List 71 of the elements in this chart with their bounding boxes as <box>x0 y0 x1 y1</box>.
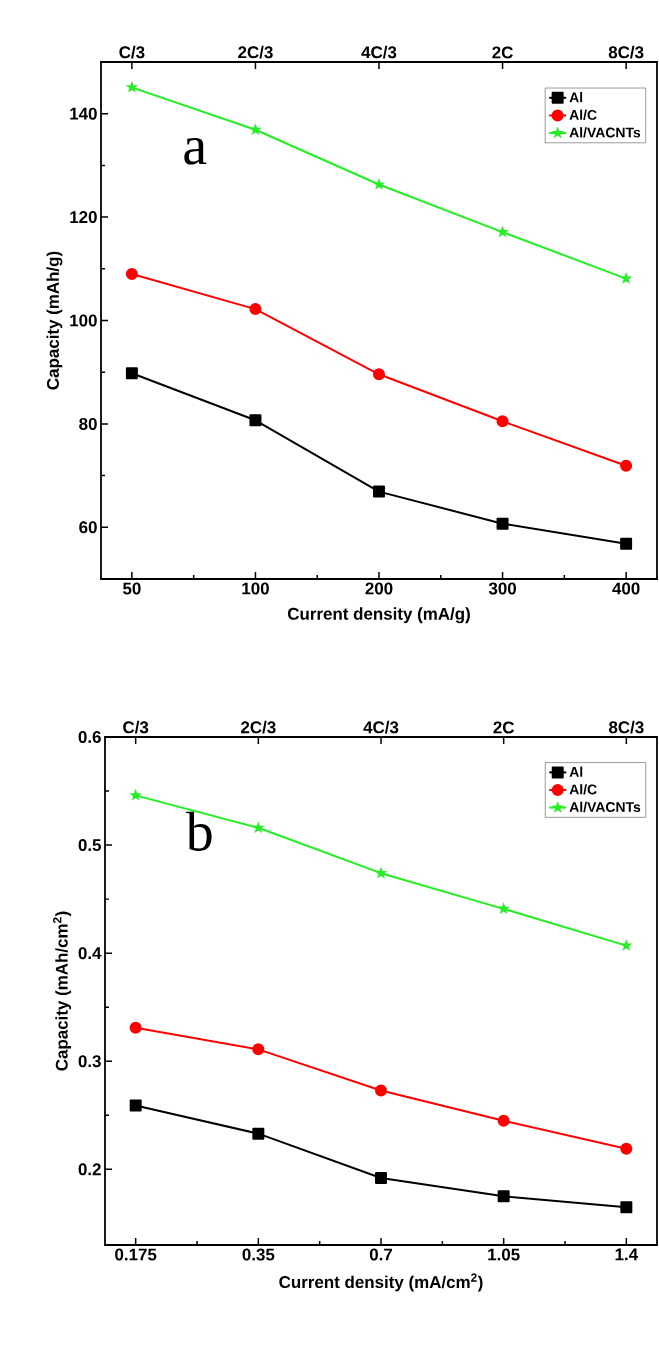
annotation: 2C/3 <box>238 45 273 59</box>
point <box>129 1021 142 1034</box>
x-tick-label: 1.4 <box>615 1248 639 1261</box>
x-tick-label: 0.175 <box>115 1248 157 1261</box>
annotation: C/3 <box>123 720 149 734</box>
y-tick-label: 0.4 <box>78 947 102 960</box>
point <box>373 485 385 498</box>
annotation: 4C/3 <box>361 45 397 59</box>
x-axis-title: Current density (mA/cm$^{2}$) <box>279 1273 483 1292</box>
point <box>129 1099 142 1112</box>
point <box>374 866 388 879</box>
annotation: 4C/3 <box>363 720 399 734</box>
point <box>125 367 138 380</box>
legend-label: Al/C <box>569 109 597 120</box>
x-tick-label: 200 <box>365 582 393 595</box>
y-tick-label: 0.2 <box>78 1163 101 1176</box>
point <box>129 788 142 801</box>
point <box>497 902 510 915</box>
y-tick-label: 0.6 <box>78 731 101 743</box>
point <box>375 1171 387 1184</box>
y-tick-label: 60 <box>79 521 97 534</box>
x-tick-label: 1.05 <box>488 1248 520 1261</box>
annotation: b <box>185 811 212 851</box>
x-tick-label: 400 <box>612 582 640 595</box>
point <box>252 1043 265 1056</box>
y-tick-label: 0.5 <box>78 839 102 852</box>
annotation: a <box>184 137 207 165</box>
x-tick-label: 50 <box>122 582 141 595</box>
point <box>620 1142 633 1155</box>
y-tick-label: 140 <box>70 107 97 120</box>
point <box>249 303 262 316</box>
point <box>620 1201 633 1214</box>
y-axis-title: Capacity (mAh/cm$^{2}$) <box>53 911 72 1071</box>
point <box>252 1127 265 1140</box>
point <box>496 415 509 428</box>
annotation: C/3 <box>119 45 145 59</box>
point <box>372 178 386 190</box>
point <box>496 517 509 530</box>
y-tick-label: 0.3 <box>78 1055 101 1068</box>
annotation: 8C/3 <box>608 720 644 734</box>
y-tick-label: 100 <box>70 314 97 327</box>
x-tick-label: 100 <box>242 582 269 595</box>
point <box>620 537 633 550</box>
legend-label: Al/C <box>569 784 597 795</box>
annotation: 2C/3 <box>241 720 276 734</box>
legend-label: Al/VACNTs <box>569 127 641 138</box>
y-tick-label: 120 <box>70 211 97 224</box>
x-tick-label: 0.35 <box>242 1248 275 1261</box>
point <box>497 1190 510 1203</box>
legend-label: Al/VACNTs <box>569 801 641 813</box>
x-tick-label: 300 <box>488 582 516 595</box>
point <box>619 272 633 284</box>
point <box>497 1114 510 1127</box>
annotation: 8C/3 <box>608 45 644 59</box>
point <box>249 414 262 427</box>
point <box>125 267 138 280</box>
annotation: 2C <box>493 721 515 734</box>
annotation: 2C <box>492 46 513 59</box>
point <box>252 821 265 834</box>
legend-label: Al <box>569 766 583 777</box>
y-axis-title: Capacity (mAh/g) <box>46 251 63 390</box>
x-axis-title: Current density (mA/g) <box>287 607 470 624</box>
y-tick-label: 80 <box>79 417 97 430</box>
point <box>496 225 509 238</box>
point <box>620 459 633 472</box>
point <box>373 368 385 381</box>
point <box>375 1084 387 1097</box>
x-tick-label: 0.7 <box>369 1248 393 1261</box>
legend-label: Al <box>569 92 583 103</box>
point <box>620 939 633 951</box>
point <box>125 80 139 93</box>
